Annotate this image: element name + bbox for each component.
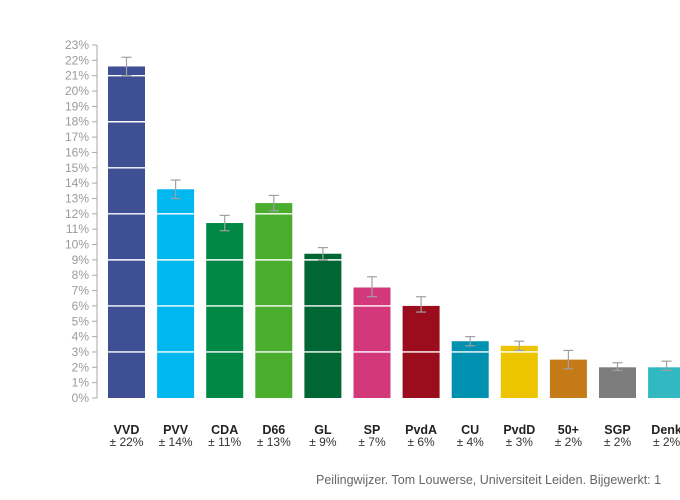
category-label: PVV	[163, 423, 189, 437]
category-label: CU	[461, 423, 479, 437]
bar-vvd	[108, 66, 145, 399]
bars-group	[108, 66, 680, 399]
margin-label: ± 14%	[159, 435, 193, 449]
y-tick-label: 14%	[65, 176, 89, 190]
y-tick-label: 8%	[72, 268, 90, 282]
y-tick-label: 7%	[72, 284, 90, 298]
margin-label: ± 4%	[457, 435, 485, 449]
category-label: Denk	[651, 423, 680, 437]
x-axis-labels: VVD± 22% PVV± 14% CDA± 11% D66± 13% GL± 9% SP…	[110, 423, 680, 449]
y-tick-label: 6%	[72, 299, 90, 313]
y-tick-label: 9%	[72, 253, 90, 267]
margin-label: ± 3%	[506, 435, 534, 449]
margin-label: ± 13%	[257, 435, 291, 449]
margin-label: ± 11%	[208, 435, 241, 449]
category-label: SGP	[604, 423, 630, 437]
bar-gl	[304, 253, 342, 398]
y-axis: 0%1% 2%3%4% 5%6%7% 8%9%10% 11%12% 13%14%15% 16…	[65, 38, 98, 405]
bar-d66	[255, 203, 293, 398]
category-label: 50+	[558, 423, 579, 437]
y-tick-label: 22%	[65, 53, 89, 67]
margin-label: ± 22%	[110, 435, 144, 449]
bar-pvdd	[500, 345, 538, 398]
bar-pvv	[157, 189, 195, 398]
bar-sgp	[599, 367, 636, 398]
category-label: SP	[364, 423, 381, 437]
y-tick-label: 21%	[65, 69, 89, 83]
credit-text: Peilingwijzer. Tom Louwerse, Universitei…	[316, 473, 662, 487]
y-tick-label: 5%	[72, 314, 90, 328]
category-label: D66	[262, 423, 285, 437]
bar-sp	[353, 287, 391, 398]
y-tick-label: 3%	[72, 345, 90, 359]
y-tick-label: 15%	[65, 161, 89, 175]
bar-denk	[648, 367, 680, 398]
y-tick-label: 0%	[72, 391, 90, 405]
category-label: CDA	[211, 423, 238, 437]
y-tick-label: 20%	[65, 84, 89, 98]
y-tick-label: 10%	[65, 238, 89, 252]
y-tick-label: 18%	[65, 115, 89, 129]
bar-cda	[206, 223, 244, 398]
category-label: PvdA	[405, 423, 437, 437]
margin-label: ± 9%	[309, 435, 337, 449]
margin-label: ± 6%	[407, 435, 435, 449]
category-label: VVD	[114, 423, 140, 437]
category-label: PvdD	[503, 423, 535, 437]
y-tick-label: 4%	[72, 330, 90, 344]
y-tick-label: 16%	[65, 145, 89, 159]
margin-label: ± 2%	[653, 435, 680, 449]
margin-label: ± 7%	[358, 435, 386, 449]
y-tick-label: 2%	[72, 360, 90, 374]
margin-label: ± 2%	[555, 435, 583, 449]
y-tick-label: 13%	[65, 191, 89, 205]
margin-label: ± 2%	[604, 435, 632, 449]
bar-cu	[451, 341, 489, 398]
y-tick-label: 12%	[65, 207, 89, 221]
error-bars-group	[121, 56, 672, 371]
y-tick-label: 23%	[65, 38, 89, 52]
y-tick-label: 11%	[66, 222, 89, 236]
y-tick-label: 19%	[65, 99, 89, 113]
category-label: GL	[314, 423, 332, 437]
y-tick-label: 1%	[72, 376, 90, 390]
y-tick-label: 17%	[65, 130, 89, 144]
